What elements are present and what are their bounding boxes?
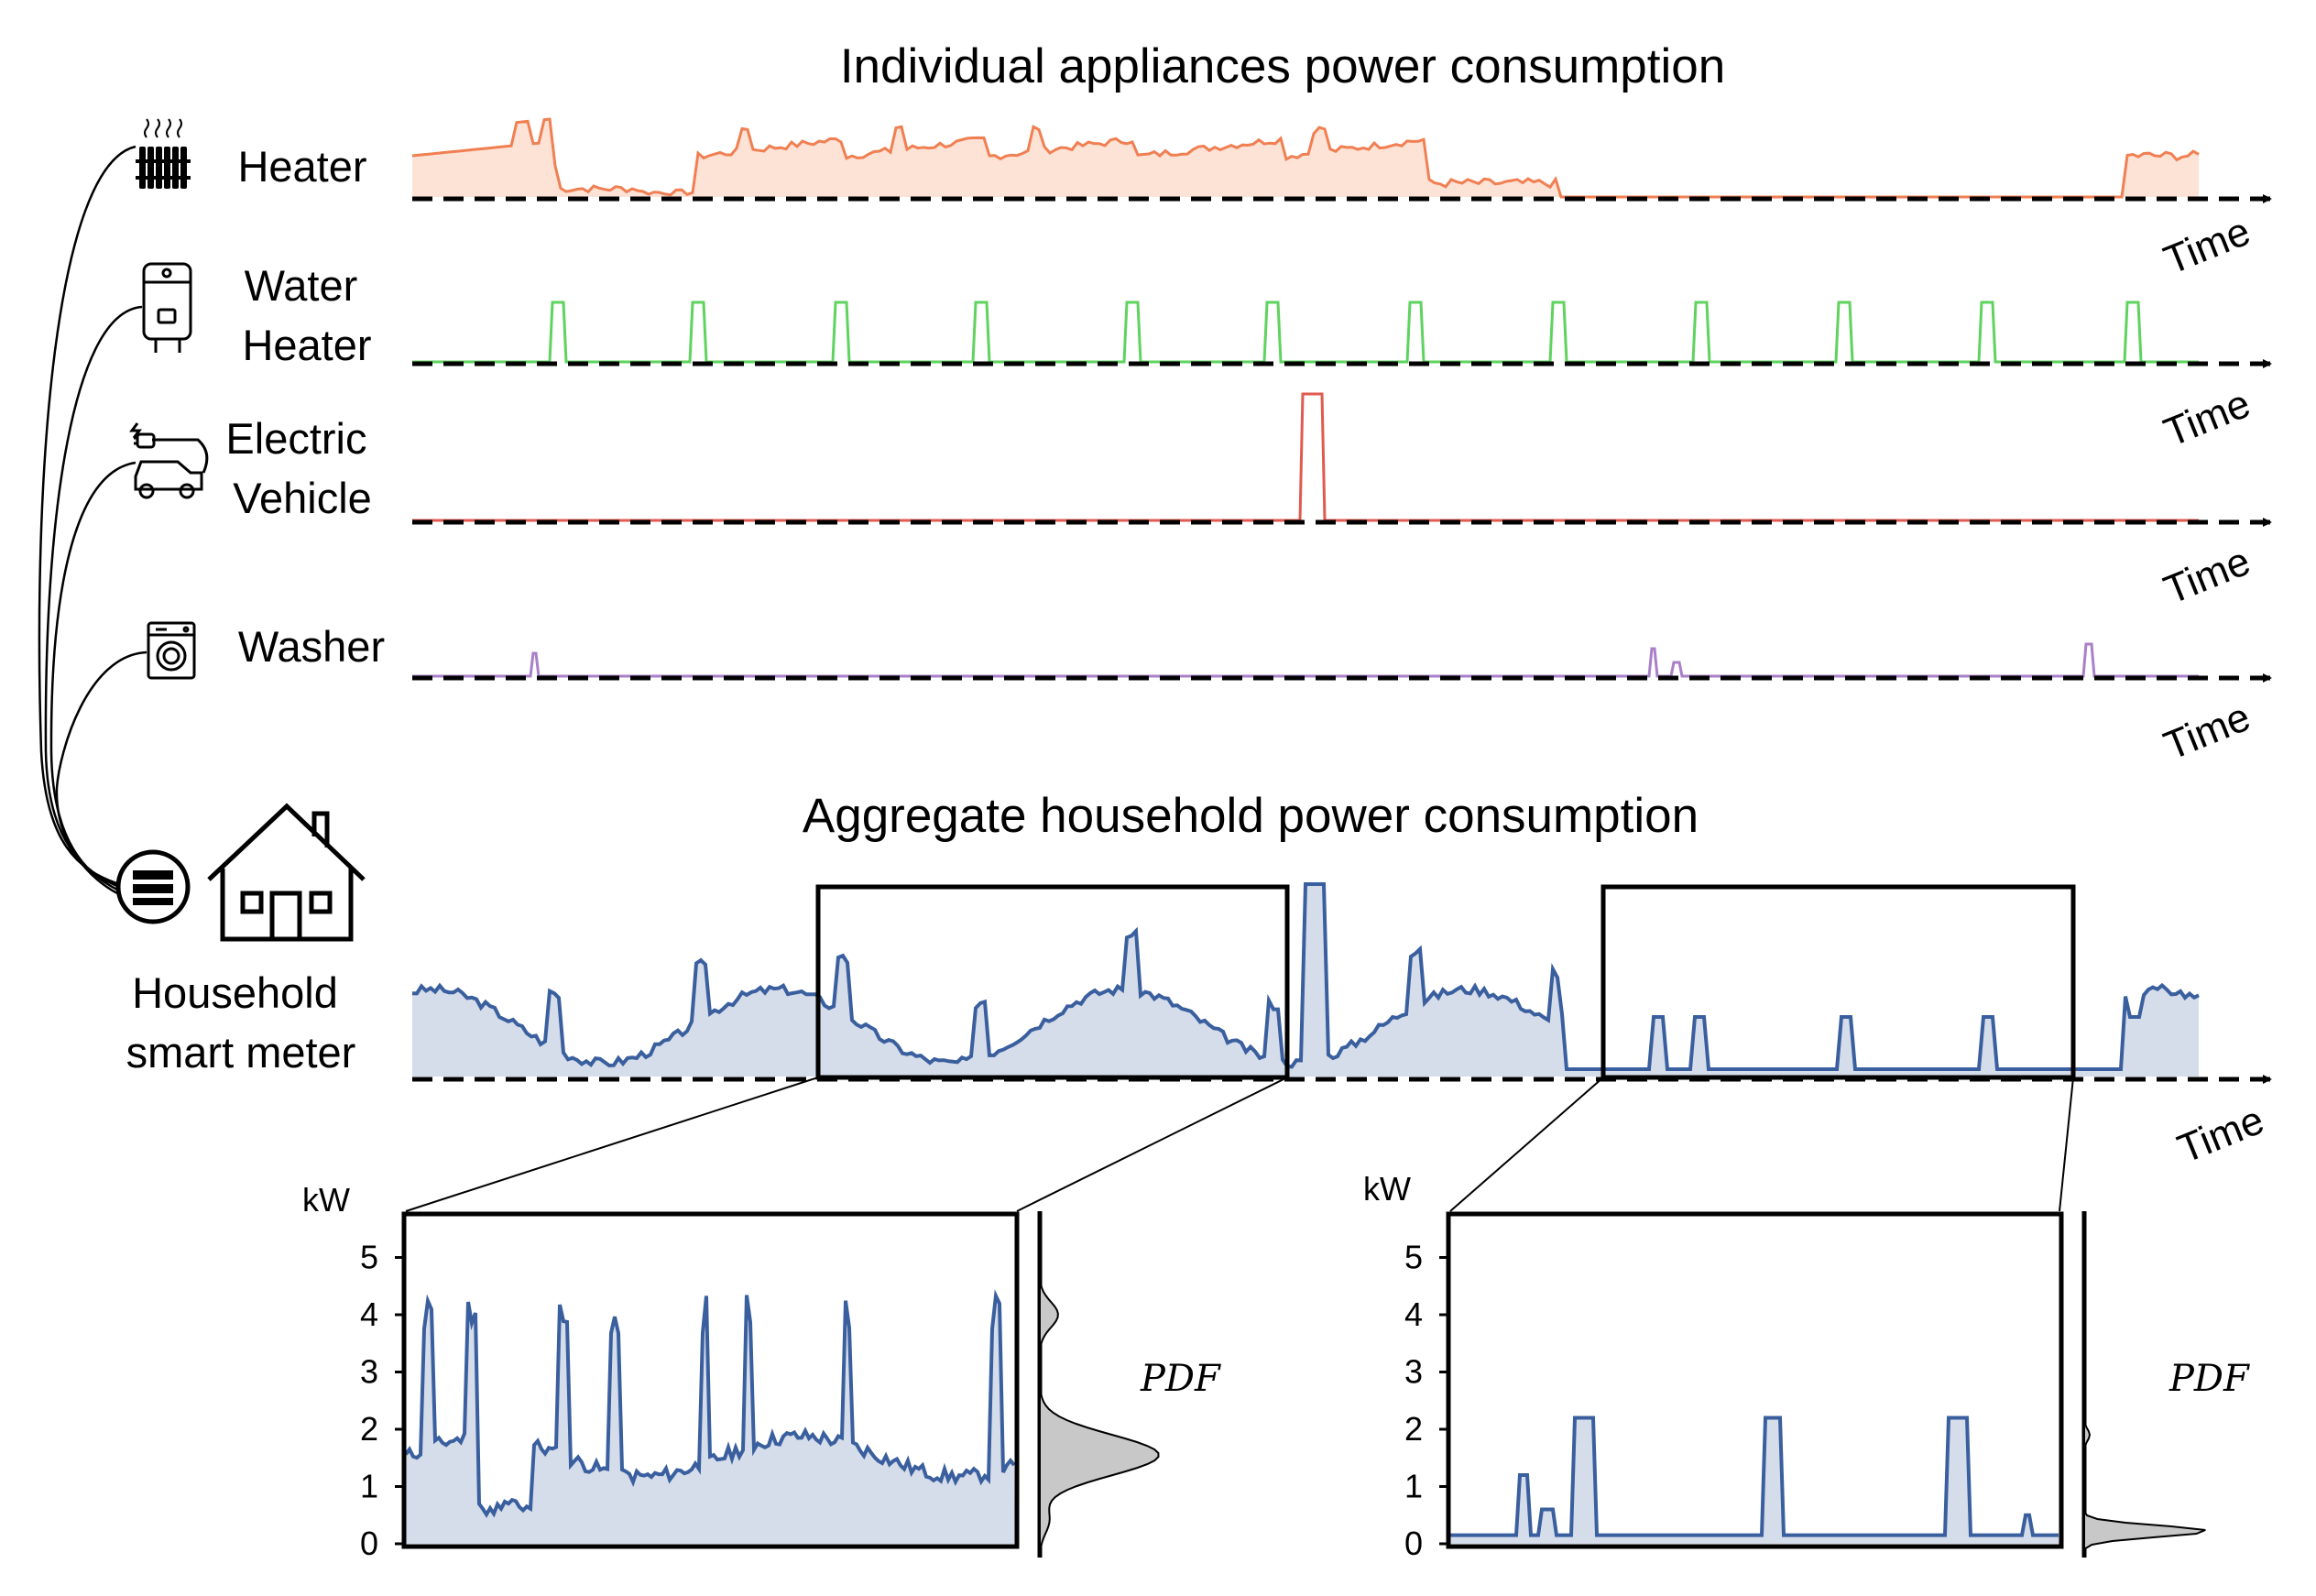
aggregate-line — [411, 882, 2200, 1071]
house-icon — [207, 803, 366, 942]
zoom-connector — [405, 1077, 819, 1212]
unit-label-left: kW — [302, 1181, 350, 1219]
label-smart-meter: Household smart meter — [126, 968, 356, 1077]
y-tick-label: 1 — [360, 1468, 378, 1505]
pdf-label-left: PDF — [1140, 1358, 1221, 1400]
y-tick-label: 2 — [1404, 1410, 1423, 1448]
unit-label-right: kW — [1363, 1170, 1411, 1208]
y-tick-label: 4 — [1404, 1295, 1423, 1333]
smart-meter-icon — [115, 849, 191, 924]
y-tick-label: 3 — [1404, 1353, 1423, 1391]
y-tick-label: 0 — [1404, 1525, 1423, 1562]
aggregate-series — [405, 882, 2272, 1212]
zoom-frame — [401, 1211, 1020, 1549]
label-washer: Washer — [238, 622, 385, 671]
aggregate-title: Aggregate household power consumption — [803, 789, 1699, 843]
y-tick-label: 5 — [360, 1239, 378, 1276]
individual-title: Individual appliances power consumption — [840, 39, 1725, 93]
label-electric-vehicle: Electric Vehicle — [225, 414, 378, 522]
heater-series — [411, 117, 2200, 199]
time-label-heater: Time — [2158, 209, 2256, 283]
y-tick-label: 2 — [360, 1410, 378, 1448]
pdf-label-right: PDF — [2169, 1358, 2250, 1400]
zoom-frame — [1446, 1211, 2064, 1549]
label-heater: Heater — [237, 142, 366, 191]
water-heater-series — [412, 301, 2199, 364]
radiator-icon — [136, 118, 191, 189]
appliance-tracks — [411, 117, 2272, 683]
zoom-connector — [2059, 1077, 2074, 1212]
heater-area — [412, 119, 2199, 197]
zoom-line — [404, 1289, 1016, 1518]
y-tick-label: 0 — [360, 1525, 378, 1562]
zoom-box-left — [815, 884, 1290, 1080]
time-label-water-heater: Time — [2158, 381, 2256, 455]
time-label-aggregate: Time — [2171, 1098, 2270, 1172]
y-tick-label: 5 — [1404, 1239, 1423, 1276]
zoom-box-right — [1600, 884, 2076, 1080]
y-tick-label: 1 — [1404, 1468, 1423, 1505]
ev-series — [412, 392, 2199, 522]
washing-machine-icon — [147, 621, 196, 680]
time-label-ev: Time — [2158, 539, 2256, 613]
water-heater-icon — [142, 262, 192, 353]
time-label-washer: Time — [2158, 694, 2256, 769]
connector-lines — [38, 145, 147, 896]
pdf-curve — [2083, 1211, 2206, 1558]
zoom-line — [1450, 1416, 2059, 1537]
label-water-heater: Water Heater — [242, 261, 371, 369]
zoom-panel-left — [395, 1211, 1160, 1558]
pdf-curve — [1039, 1211, 1160, 1558]
electric-car-icon — [129, 422, 209, 499]
y-tick-label: 4 — [360, 1295, 378, 1333]
zoom-panel-right — [1439, 1211, 2206, 1558]
aggregate-area — [412, 884, 2199, 1077]
zoom-area — [406, 1295, 1015, 1544]
washer-series — [412, 642, 2199, 678]
y-tick-label: 3 — [360, 1353, 378, 1391]
zoom-connector — [1449, 1077, 1604, 1212]
zoom-connector — [1016, 1077, 1288, 1212]
